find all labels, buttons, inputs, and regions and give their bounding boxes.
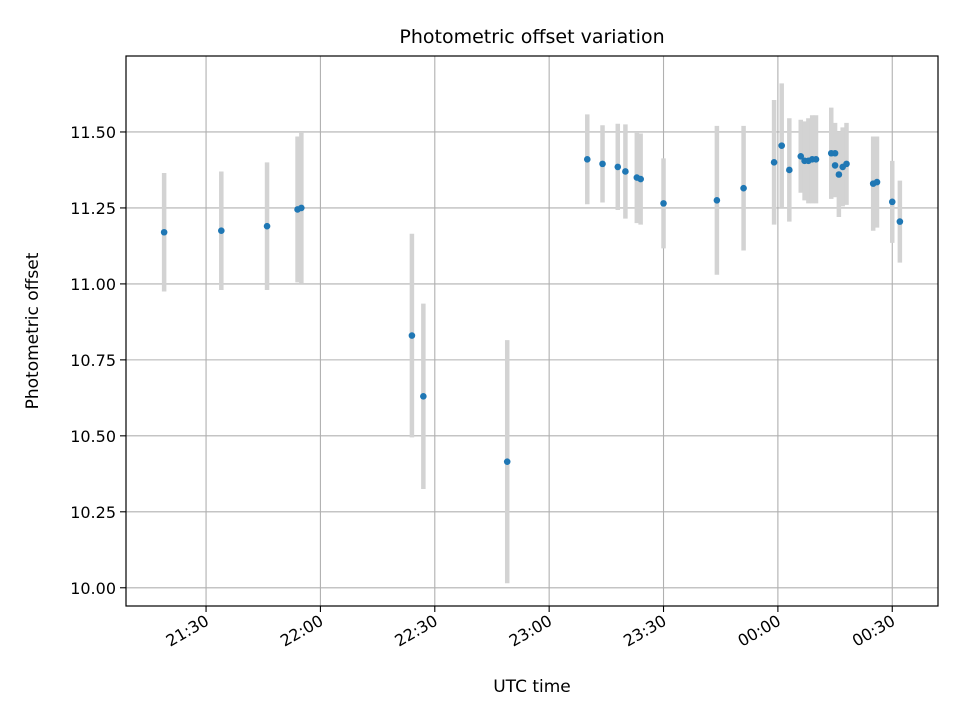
y-tick-label: 10.50 bbox=[70, 427, 116, 446]
data-point bbox=[831, 149, 839, 157]
y-tick-label: 10.75 bbox=[70, 351, 116, 370]
data-point bbox=[408, 332, 416, 339]
data-point bbox=[831, 162, 839, 169]
data-point bbox=[660, 200, 667, 207]
y-tick-label: 10.00 bbox=[70, 579, 116, 598]
data-point bbox=[786, 166, 793, 174]
data-point bbox=[599, 160, 606, 168]
y-tick-label: 10.25 bbox=[70, 503, 116, 522]
data-point bbox=[160, 228, 168, 236]
data-point bbox=[778, 142, 785, 149]
data-point bbox=[583, 156, 591, 163]
data-point bbox=[298, 204, 305, 212]
data-point bbox=[263, 222, 271, 230]
data-point bbox=[812, 156, 820, 163]
gridlines bbox=[126, 56, 938, 606]
chart-title: Photometric offset variation bbox=[399, 26, 664, 48]
y-tick-label: 11.50 bbox=[70, 123, 116, 142]
data-point bbox=[797, 152, 805, 160]
x-axis-title: UTC time bbox=[493, 677, 571, 697]
data-point bbox=[614, 163, 622, 171]
data-point bbox=[713, 197, 721, 204]
y-axis-title: Photometric offset bbox=[23, 252, 43, 409]
data-point bbox=[770, 159, 778, 166]
data-point bbox=[503, 458, 511, 465]
data-point bbox=[888, 198, 896, 206]
data-point bbox=[740, 184, 747, 192]
data-point bbox=[637, 175, 644, 183]
y-tick-label: 11.00 bbox=[70, 275, 116, 294]
data-point bbox=[218, 227, 225, 235]
y-tick-label: 11.25 bbox=[70, 199, 116, 218]
data-point bbox=[420, 393, 427, 400]
data-point bbox=[843, 160, 850, 168]
data-point bbox=[896, 218, 904, 225]
data-point bbox=[873, 178, 881, 186]
plot-frame bbox=[125, 55, 939, 607]
data-points bbox=[160, 142, 904, 465]
data-point bbox=[835, 171, 843, 178]
data-point bbox=[622, 168, 629, 175]
